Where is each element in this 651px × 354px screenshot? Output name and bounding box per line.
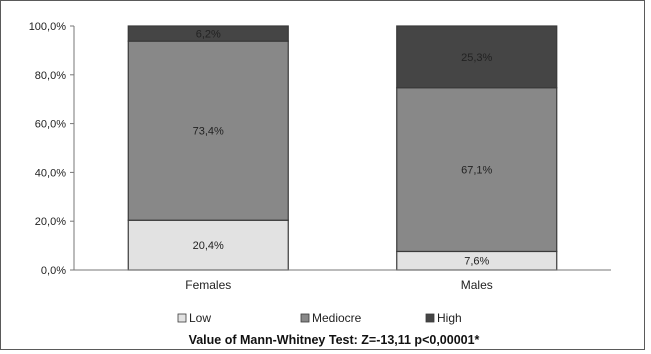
x-category-label: Females <box>185 278 231 292</box>
data-label-low-females: 20,4% <box>193 240 224 252</box>
stacked-bar-chart: 0,0% 20,0% 40,0% 60,0% 80,0% 100,0% 20,4% 73,4… <box>29 21 611 347</box>
y-tick-label: 80,0% <box>35 70 66 82</box>
bar-segment-high-males <box>396 25 558 89</box>
data-label-low-males: 7,6% <box>464 256 489 268</box>
y-tick-label: 20,0% <box>35 216 66 228</box>
legend-swatch-mediocre <box>300 313 310 323</box>
x-axis: Females Males <box>74 269 611 292</box>
bar-segment-mediocre-females <box>127 40 289 221</box>
data-label-mediocre-females: 73,4% <box>193 126 224 138</box>
legend-label-low: Low <box>189 311 211 325</box>
y-axis: 0,0% 20,0% 40,0% 60,0% 80,0% 100,0% <box>29 21 75 277</box>
y-tick-label: 40,0% <box>35 167 66 179</box>
legend-label-high: High <box>437 311 462 325</box>
mann-whitney-footnote: Value of Mann-Whitney Test: Z=-13,11 p<0… <box>189 333 480 347</box>
chart-frame: 0,0% 20,0% 40,0% 60,0% 80,0% 100,0% 20,4% 73,4… <box>0 0 645 350</box>
y-tick-label: 0,0% <box>41 265 66 277</box>
bar-segment-high-females <box>127 25 289 42</box>
legend: Low Mediocre High <box>177 311 462 325</box>
legend-swatch-low <box>177 313 187 323</box>
y-tick-label: 60,0% <box>35 119 66 131</box>
data-label-mediocre-males: 67,1% <box>461 165 492 177</box>
legend-label-mediocre: Mediocre <box>312 311 362 325</box>
x-category-label: Males <box>461 278 493 292</box>
y-tick-label: 100,0% <box>29 21 67 33</box>
data-label-high-females: 6,2% <box>196 29 221 41</box>
bar-segment-mediocre-males <box>396 87 558 253</box>
data-label-high-males: 25,3% <box>461 52 492 64</box>
legend-swatch-high <box>425 313 435 323</box>
bars: 20,4% 73,4% 6,2% 7,6% 67,1% 25,3% <box>127 25 558 271</box>
